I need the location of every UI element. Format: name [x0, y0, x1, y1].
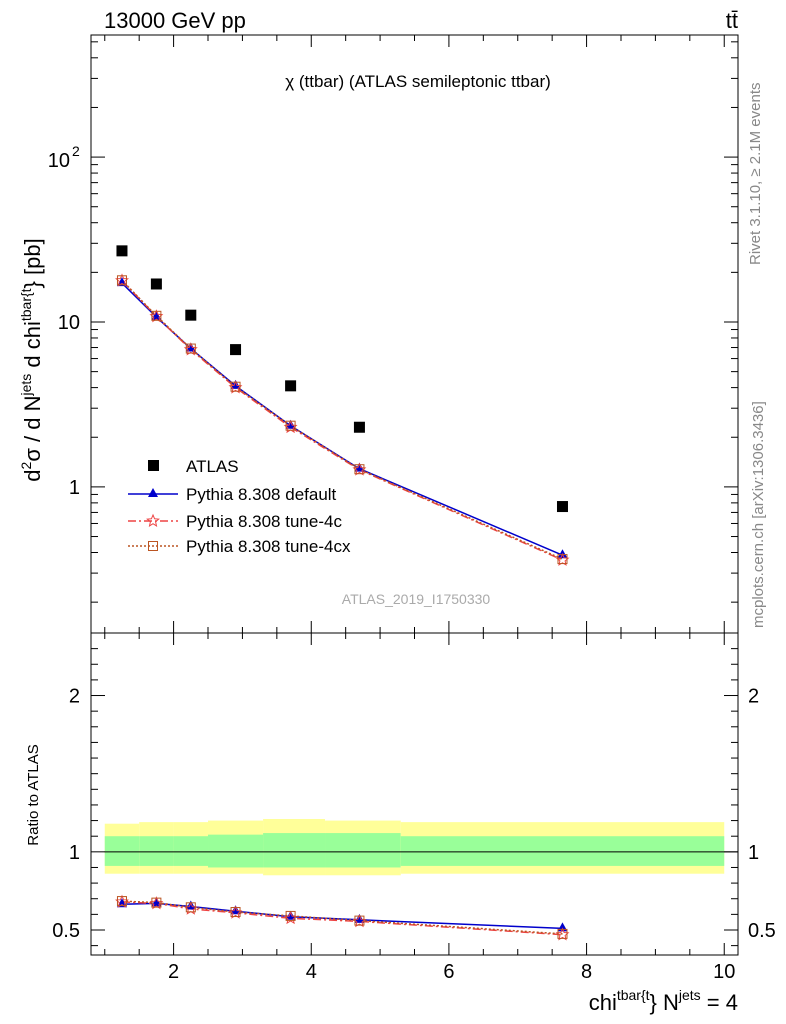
data-point-0-3 [230, 344, 242, 356]
ratio-point-1-1 [151, 897, 162, 907]
analysis-watermark: ATLAS_2019_I1750330 [342, 591, 491, 607]
y-axis-label: d2σ / d Njets d chitbar{t} [pb] [18, 238, 45, 481]
legend-marker-tune4cx [148, 541, 158, 551]
ratio-point-1-0 [116, 898, 127, 908]
data-point-3-2 [185, 343, 196, 354]
header-energy-label: 13000 GeV pp [104, 8, 246, 33]
ratio-tick-label-left: 0.5 [52, 920, 80, 942]
ratio-y-axis-label: Ratio to ATLAS [25, 744, 42, 845]
ratio-stat-band-1 [139, 836, 174, 866]
x-axis-label: chitbar{t} Njets = 4 [589, 987, 738, 1015]
header-process-label: tt̄ [726, 8, 738, 33]
data-point-0-6 [556, 501, 568, 513]
ratio-point-3-0 [116, 896, 127, 907]
ratio-tick-label-right: 2 [748, 686, 759, 708]
ratio-point-3-5 [354, 915, 365, 926]
data-point-1-3 [230, 379, 241, 389]
ratio-point-1-4 [285, 910, 296, 920]
ratio-point-3-1 [151, 897, 162, 908]
ratio-stat-band-5 [325, 833, 401, 868]
ratio-stat-band-0 [104, 836, 140, 866]
legend-label-tune4cx: Pythia 8.308 tune-4cx [186, 537, 351, 556]
data-point-0-0 [116, 245, 128, 257]
legend-marker-default [148, 488, 158, 497]
x-tick-label: 6 [443, 961, 454, 983]
data-point-3-1 [151, 310, 162, 321]
ratio-point-1-3 [230, 905, 241, 915]
ratio-point-1-6 [557, 922, 568, 932]
data-point-0-4 [285, 380, 297, 392]
x-tick-label: 4 [306, 961, 317, 983]
ratio-point-1-2 [185, 900, 196, 910]
x-tick-label: 8 [581, 961, 592, 983]
x-tick-label: 2 [168, 961, 179, 983]
data-point-1-2 [185, 342, 196, 352]
y-tick-label-100-exponent: 2 [72, 143, 80, 159]
chart-title: χ (ttbar) (ATLAS semileptonic ttbar) [285, 72, 551, 91]
data-point-1-4 [285, 419, 296, 429]
data-point-0-1 [150, 278, 162, 290]
legend-marker-tune4c [146, 513, 160, 527]
ratio-stat-band-2 [173, 836, 209, 866]
legend-label-atlas: ATLAS [186, 457, 239, 476]
legend-label-default: Pythia 8.308 default [186, 485, 337, 504]
ratio-tick-label-left: 2 [69, 686, 80, 708]
data-point-3-5 [354, 464, 365, 475]
ratio-tick-label-right: 1 [748, 842, 759, 864]
x-tick-label: 10 [713, 961, 735, 983]
legend: ATLAS Pythia 8.308 default Pythia 8.308 … [128, 457, 351, 556]
data-point-1-5 [354, 462, 365, 472]
y-tick-label-1: 1 [69, 477, 80, 499]
data-point-3-6 [557, 554, 568, 565]
mcplots-label: mcplots.cern.ch [arXiv:1306.3436] [750, 401, 767, 628]
ratio-point-3-3 [230, 907, 241, 918]
ratio-tick-label-right: 0.5 [748, 920, 776, 942]
ratio-point-3-4 [285, 910, 296, 921]
data-point-3-4 [285, 420, 296, 431]
data-point-0-2 [185, 309, 197, 321]
data-point-3-0 [116, 275, 127, 286]
ratio-stat-band-6 [400, 836, 725, 866]
y-tick-label-10: 10 [58, 312, 80, 334]
ratio-stat-band-3 [208, 834, 264, 868]
ratio-tick-label-left: 1 [69, 842, 80, 864]
ratio-point-3-6 [557, 928, 568, 939]
legend-marker-atlas [148, 460, 159, 471]
data-point-0-5 [353, 421, 365, 433]
y-tick-label-100: 10 [48, 150, 70, 172]
legend-label-tune4c: Pythia 8.308 tune-4c [186, 512, 342, 531]
ratio-point-1-5 [354, 913, 365, 923]
rivet-version-label: Rivet 3.1.10, ≥ 2.1M events [747, 83, 764, 266]
data-point-1-0 [116, 277, 127, 287]
data-point-3-3 [230, 381, 241, 392]
ratio-stat-band-4 [263, 833, 326, 868]
ratio-point-3-2 [185, 902, 196, 913]
